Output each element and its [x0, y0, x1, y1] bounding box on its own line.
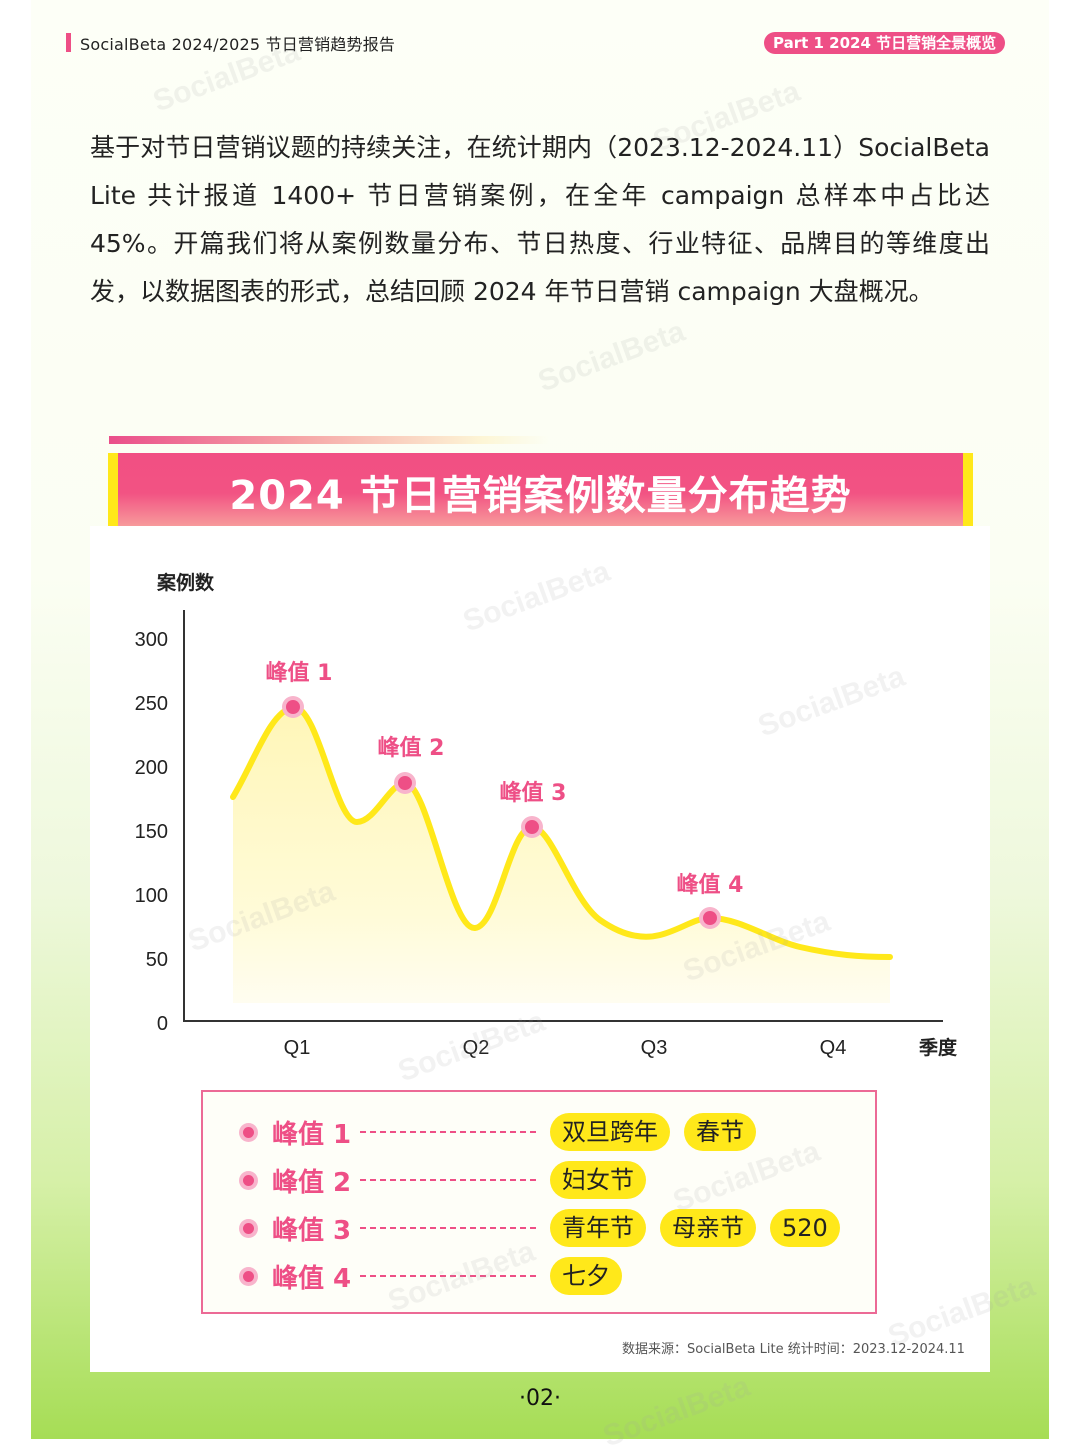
x-tick-q2: Q2 — [463, 1037, 490, 1059]
y-tick-150: 150 — [135, 821, 168, 843]
y-tick-100: 100 — [135, 885, 168, 907]
bullet-icon — [243, 1126, 254, 1138]
peak-labels: 峰值 1 峰值 2 峰值 3 峰值 4 — [266, 660, 744, 898]
y-tick-250: 250 — [135, 693, 168, 715]
section-pill: Part 1 2024 节日营销全景概览 — [764, 32, 1006, 54]
festival-tag: 母亲节 — [660, 1209, 756, 1247]
bullet-icon — [243, 1222, 254, 1234]
y-axis-ticks: 300 250 200 150 100 50 0 — [135, 629, 168, 1035]
dashed-connector — [360, 1131, 536, 1133]
banner-decoration-top — [109, 436, 549, 444]
legend-peak-label: 峰值 2 — [272, 1167, 352, 1198]
data-source-note: 数据来源：SocialBeta Lite 统计时间：2023.12-2024.1… — [622, 1342, 965, 1357]
legend-row-peak-1: 峰值 1 双旦跨年 春节 — [243, 1112, 770, 1152]
chart-title-banner: 2024 节日营销案例数量分布趋势 — [108, 453, 973, 526]
page-number: ·02· — [519, 1386, 561, 1411]
legend-peak-label: 峰值 1 — [272, 1119, 352, 1150]
festival-tag: 双旦跨年 — [550, 1113, 670, 1151]
dashed-connector — [360, 1227, 536, 1229]
peak-1-marker — [286, 700, 300, 714]
intro-paragraph: 基于对节日营销议题的持续关注，在统计期内（2023.12-2024.11）Soc… — [90, 133, 990, 306]
report-title: SocialBeta 2024/2025 节日营销趋势报告 — [80, 35, 396, 54]
x-tick-q1: Q1 — [284, 1037, 311, 1059]
peak-4-marker — [703, 911, 717, 925]
x-tick-q3: Q3 — [641, 1037, 668, 1059]
peak-3-label: 峰值 3 — [500, 780, 567, 806]
festival-tag: 七夕 — [550, 1257, 622, 1295]
festival-tag: 妇女节 — [550, 1161, 646, 1199]
festival-tag: 520 — [770, 1209, 840, 1247]
peak-2-marker — [398, 776, 412, 790]
dashed-connector — [360, 1275, 536, 1277]
x-axis-title: 季度 — [919, 1036, 958, 1059]
y-tick-0: 0 — [157, 1013, 168, 1035]
peak-legend: 峰值 1 双旦跨年 春节 峰值 2 妇女节 峰值 3 青年节 母亲节 520 峰… — [201, 1090, 877, 1314]
y-tick-50: 50 — [146, 949, 168, 971]
trend-line — [230, 704, 893, 960]
y-axis-title: 案例数 — [156, 571, 215, 594]
x-axis-ticks: Q1 Q2 Q3 Q4 — [284, 1037, 847, 1059]
peak-2-label: 峰值 2 — [378, 735, 445, 761]
area-fill — [233, 706, 890, 1003]
festival-tag: 春节 — [684, 1113, 756, 1151]
festival-tag: 青年节 — [550, 1209, 646, 1247]
x-tick-q4: Q4 — [820, 1037, 847, 1059]
bullet-icon — [243, 1270, 254, 1282]
chart-title: 2024 节日营销案例数量分布趋势 — [229, 473, 852, 519]
legend-peak-label: 峰值 3 — [272, 1215, 352, 1246]
bullet-icon — [243, 1174, 254, 1186]
legend-row-peak-3: 峰值 3 青年节 母亲节 520 — [243, 1208, 854, 1248]
peak-3-marker — [525, 820, 539, 834]
peak-4-label: 峰值 4 — [677, 872, 744, 898]
dashed-connector — [360, 1179, 536, 1181]
peak-1-label: 峰值 1 — [266, 660, 333, 686]
y-tick-200: 200 — [135, 757, 168, 779]
legend-row-peak-4: 峰值 4 七夕 — [243, 1256, 636, 1296]
legend-peak-label: 峰值 4 — [272, 1263, 352, 1294]
peak-markers — [282, 696, 721, 929]
y-tick-300: 300 — [135, 629, 168, 651]
header-accent-bar — [66, 33, 71, 52]
legend-row-peak-2: 峰值 2 妇女节 — [243, 1160, 660, 1200]
